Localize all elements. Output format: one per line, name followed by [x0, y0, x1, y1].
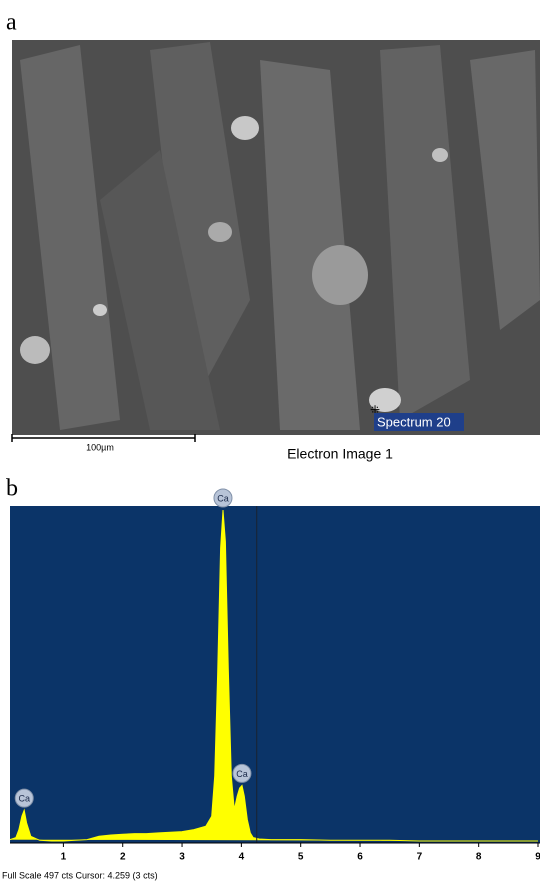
- scale-bar-label: 100µm: [86, 442, 114, 452]
- x-tick-label: 8: [476, 852, 482, 863]
- marker-box: [374, 413, 464, 431]
- peak-label: Ca: [18, 794, 30, 804]
- peak-label: Ca: [236, 769, 248, 779]
- peak-marker: [213, 488, 233, 508]
- panel-label: a: [6, 10, 17, 36]
- x-tick-label: 2: [120, 852, 126, 863]
- spectrum: [9, 509, 538, 842]
- marker: ⁜: [370, 403, 380, 417]
- image-caption: Electron Image 1: [287, 446, 393, 462]
- x-tick-label: 1: [61, 852, 67, 863]
- x-tick-label: 7: [417, 852, 423, 863]
- scale-bar: [11, 434, 196, 442]
- footer: Full Scale 497 cts Cursor: 4.259 (3 cts): [2, 870, 158, 880]
- x-tick-label: 9: [535, 852, 540, 863]
- x-tick-label: 5: [298, 852, 304, 863]
- panel-label: b: [6, 476, 18, 502]
- plot-background: [10, 506, 540, 843]
- peak-marker: [232, 763, 252, 783]
- peak-marker: [14, 788, 34, 808]
- x-tick-label: 3: [179, 852, 185, 863]
- x-tick-label: 6: [357, 852, 363, 863]
- sem-image: [12, 40, 540, 435]
- marker-label: Spectrum 20: [377, 414, 451, 429]
- x-tick-label: 4: [239, 852, 245, 863]
- peak-label: Ca: [217, 493, 229, 503]
